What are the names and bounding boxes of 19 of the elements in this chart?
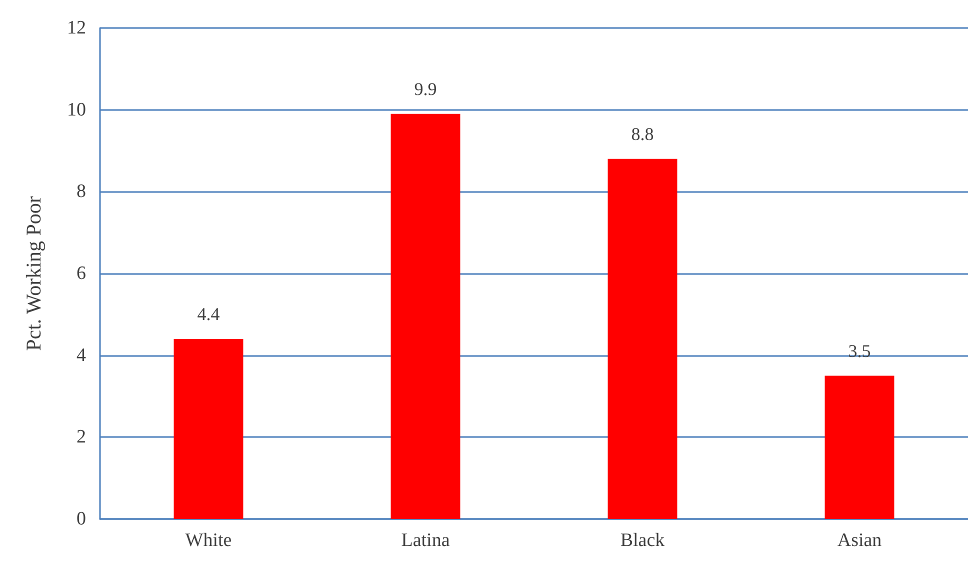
y-tick-label: 4 <box>76 344 86 366</box>
bar <box>824 376 894 519</box>
data-label: 4.4 <box>197 304 220 324</box>
x-tick-label: Asian <box>837 530 882 551</box>
bar <box>390 114 460 519</box>
bar <box>174 338 244 519</box>
y-tick-label: 0 <box>76 508 86 530</box>
data-label: 9.9 <box>414 78 437 99</box>
y-tick-label: 12 <box>67 18 86 38</box>
bar <box>608 158 678 519</box>
x-tick-label: Latina <box>401 530 450 551</box>
x-tick-label: White <box>185 530 232 551</box>
y-axis-title: Pct. Working Poor <box>22 196 46 351</box>
y-tick-label: 10 <box>67 99 86 120</box>
x-tick-label: Black <box>620 530 666 551</box>
data-label: 8.8 <box>631 124 654 144</box>
y-tick-label: 6 <box>76 263 86 284</box>
y-tick-label: 2 <box>76 426 86 448</box>
y-tick-label: 8 <box>76 181 86 202</box>
